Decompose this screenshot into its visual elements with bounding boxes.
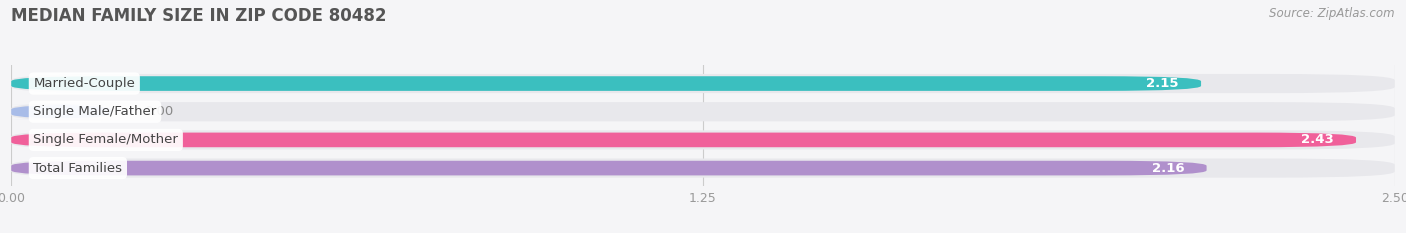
Text: 2.15: 2.15 [1146,77,1178,90]
Text: Single Female/Mother: Single Female/Mother [34,134,179,146]
FancyBboxPatch shape [11,158,1395,178]
FancyBboxPatch shape [11,133,1355,147]
Text: Source: ZipAtlas.com: Source: ZipAtlas.com [1270,7,1395,20]
FancyBboxPatch shape [11,104,111,119]
FancyBboxPatch shape [11,102,1395,121]
Text: Single Male/Father: Single Male/Father [34,105,156,118]
Text: 2.43: 2.43 [1301,134,1334,146]
FancyBboxPatch shape [11,74,1395,93]
FancyBboxPatch shape [11,130,1395,150]
Text: Total Families: Total Families [34,161,122,175]
FancyBboxPatch shape [11,76,1201,91]
Text: Married-Couple: Married-Couple [34,77,135,90]
Text: 0.00: 0.00 [143,105,173,118]
FancyBboxPatch shape [11,161,1206,175]
Text: 2.16: 2.16 [1152,161,1184,175]
Text: MEDIAN FAMILY SIZE IN ZIP CODE 80482: MEDIAN FAMILY SIZE IN ZIP CODE 80482 [11,7,387,25]
